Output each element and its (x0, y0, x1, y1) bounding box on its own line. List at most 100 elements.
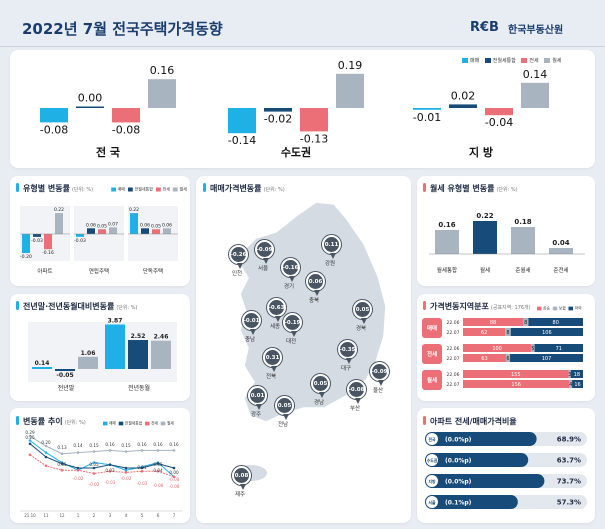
ratio-fill-2 (425, 453, 529, 467)
monthly-type-category-2: 월세 (480, 266, 490, 274)
map-pin-13[interactable]: 0.05 (311, 374, 330, 398)
trend-point-4-6 (108, 470, 112, 473)
legend-swatch-sale (462, 58, 468, 63)
map-pin-9[interactable]: 0.05 (353, 300, 372, 324)
summary-bar-2-2 (264, 108, 292, 112)
trend-point-label-1: 0.29 (25, 430, 35, 435)
map-pin-7[interactable]: -0.19 (283, 313, 302, 337)
map-pin-6[interactable]: -0.63 (267, 298, 286, 322)
ratio-change-2: (0.0%p) (445, 458, 472, 465)
type-category-3: 단독주택 (143, 267, 163, 275)
distribution-value-1-2-2: 8 (506, 330, 509, 336)
distribution-segment-3-1-2 (568, 370, 571, 378)
trend-point-3-10 (172, 466, 176, 470)
map-region-label-5: 충북 (309, 298, 320, 304)
distribution-segment-3-1-1 (463, 370, 569, 378)
summary-chart: -0.08 0.00 -0.08 0.16 전 국 -0.14 -0.02 -0.13 0.19… (40, 59, 549, 159)
type-bar-3-4 (163, 228, 171, 234)
distribution-value-1-2-3: 106 (542, 330, 552, 336)
map-pin-1[interactable]: -0.26 (229, 245, 248, 269)
trend-point-label-24: 0.00 (169, 470, 179, 475)
map-pin-3[interactable]: -0.16 (281, 258, 300, 282)
summary-bar-1-4 (148, 79, 176, 108)
yoy-chart: 0.14 -0.05 1.06 전년말 3.87 2.52 2.46 전년동월 (28, 317, 177, 392)
type-value-label-2-1: -0.03 (74, 238, 86, 244)
distribution-segment-1-2-2 (505, 328, 511, 336)
map-pin-12[interactable]: 0.31 (263, 348, 282, 372)
type-category-2: 연립주택 (89, 267, 109, 275)
monthly-type-value-3: 0.18 (514, 218, 531, 226)
trend-line-3 (29, 443, 175, 469)
trend-point-4-8 (140, 470, 144, 473)
trend-card (10, 408, 190, 523)
distribution-group-label-3: 월세 (427, 376, 437, 384)
monthly-type-category-1: 월세통합 (437, 266, 457, 274)
ratio-badge-3 (426, 475, 438, 487)
trend-point-1-4 (76, 451, 80, 454)
distribution-group-tab-2 (422, 344, 442, 364)
trend-point-3-8 (140, 466, 144, 470)
monthly-type-bar-1 (435, 230, 459, 254)
trend-point-label-11: 0.16 (169, 442, 179, 447)
ratio-value-3: 73.7% (557, 478, 581, 486)
map-pin-8[interactable]: -0.01 (242, 311, 261, 335)
summary-value-label-3-3: -0.04 (485, 116, 513, 129)
type-bar-3-1 (130, 213, 138, 234)
summary-value-label-3-2: 0.02 (451, 89, 476, 102)
monthly-type-value-2: 0.22 (476, 212, 493, 220)
summary-value-label-2-4: 0.19 (338, 59, 363, 72)
type-value-label-2-4: 0.07 (108, 221, 118, 227)
summary-bar-2-4 (336, 73, 364, 108)
trend-point-1-3 (60, 452, 64, 455)
trend-x-tick-9: 6 (157, 513, 160, 518)
map-pin-14[interactable]: -0.08 (347, 380, 366, 404)
type-category-1: 아파트 (37, 267, 52, 275)
trend-x-tick-3: 12 (59, 513, 65, 518)
summary-value-label-1-1: -0.08 (40, 123, 68, 136)
trend-x-tick-6: 3 (109, 513, 112, 518)
map-pin-4[interactable]: 0.11 (322, 235, 341, 259)
map-pin-17[interactable]: 0.08 (232, 466, 251, 490)
distribution-value-1-1-2: 8 (524, 320, 527, 326)
map-region-label-8: 충남 (245, 337, 256, 343)
trend-x-tick-5: 2 (93, 513, 96, 518)
distribution-period-3-1: 22.06 (447, 372, 460, 378)
distribution-title: 가격변동지역분포 (공표지역: 176개) (423, 301, 531, 312)
summary-category-3: 지 방 (469, 145, 493, 159)
map-pin-10[interactable]: -0.35 (338, 340, 357, 364)
trend-point-label-4: 0.13 (57, 445, 67, 450)
type-value-label-1-4: 0.22 (54, 207, 64, 213)
trend-point-label-6: 0.15 (89, 443, 99, 448)
map-pin-15[interactable]: 0.01 (248, 386, 267, 410)
map-pin-16[interactable]: 0.05 (275, 396, 294, 420)
yoy-value-label-2-2: 2.52 (131, 333, 146, 340)
summary-bar-3-1 (413, 108, 441, 110)
trend-line-2 (29, 440, 175, 478)
type-bar-2-2 (87, 228, 95, 234)
trend-point-2-5 (92, 461, 96, 464)
type-value-label-3-3: 0.05 (151, 223, 161, 229)
distribution-period-3-2: 22.07 (447, 382, 460, 388)
map-region-label-10: 대구 (341, 366, 352, 372)
ratio-chart: 전국 (0.0%p) 68.9% 수도권 (0.0%p) 63.7% 지방 (0.0%p) 73… (425, 432, 587, 509)
distribution-value-3-2-1: 156 (511, 382, 521, 388)
korea-map-shape (235, 201, 387, 481)
distribution-value-3-1-2: 3 (568, 372, 571, 378)
yoy-category-1: 전년말 (58, 384, 75, 392)
map-region-label-12: 전북 (266, 374, 277, 380)
summary-category-2: 수도권 (281, 146, 311, 159)
ratio-badge-1 (426, 433, 438, 445)
trend-point-label-5: 0.14 (73, 443, 83, 448)
map-pin-11[interactable]: -0.09 (370, 362, 389, 386)
summary-bar-1-1 (40, 108, 68, 123)
distribution-segment-2-1-2 (531, 344, 535, 352)
trend-point-4-5 (92, 472, 96, 475)
yoy-group-bg-1 (28, 322, 104, 382)
summary-value-label-1-4: 0.16 (150, 64, 175, 77)
trend-point-4-2 (44, 464, 48, 468)
trend-point-label-17: 0.04 (153, 468, 163, 473)
map-pin-2[interactable]: -0.09 (255, 240, 274, 264)
map-pin-5[interactable]: 0.06 (306, 272, 325, 296)
trend-x-tick-4: 1 (77, 513, 80, 518)
legend-monthly: 월세 (552, 58, 562, 64)
